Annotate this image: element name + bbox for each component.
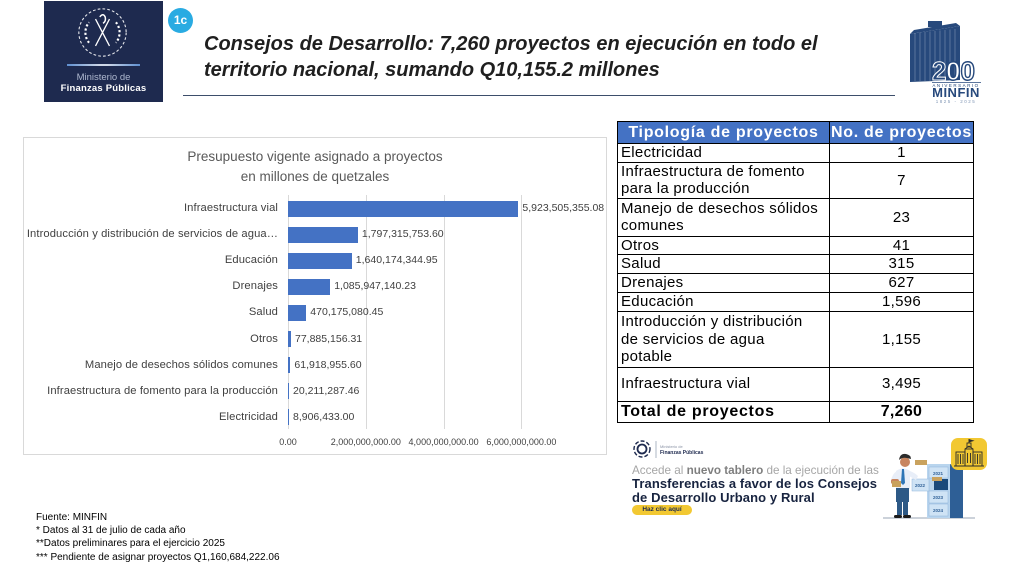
- svg-text:2024: 2024: [933, 508, 944, 513]
- svg-text:2021: 2021: [933, 471, 944, 476]
- svg-text:2: 2: [932, 56, 946, 86]
- svg-text:00: 00: [946, 56, 975, 86]
- svg-text:MINFIN: MINFIN: [932, 85, 980, 100]
- svg-text:Finanzas Públicas: Finanzas Públicas: [660, 450, 704, 456]
- svg-text:2023: 2023: [933, 495, 944, 500]
- svg-text:1825 - 2025: 1825 - 2025: [936, 99, 977, 104]
- svg-text:2022: 2022: [915, 483, 926, 488]
- svg-text:ANIVERSARIO: ANIVERSARIO: [932, 83, 979, 88]
- svg-text:Ministerio de: Ministerio de: [660, 444, 683, 449]
